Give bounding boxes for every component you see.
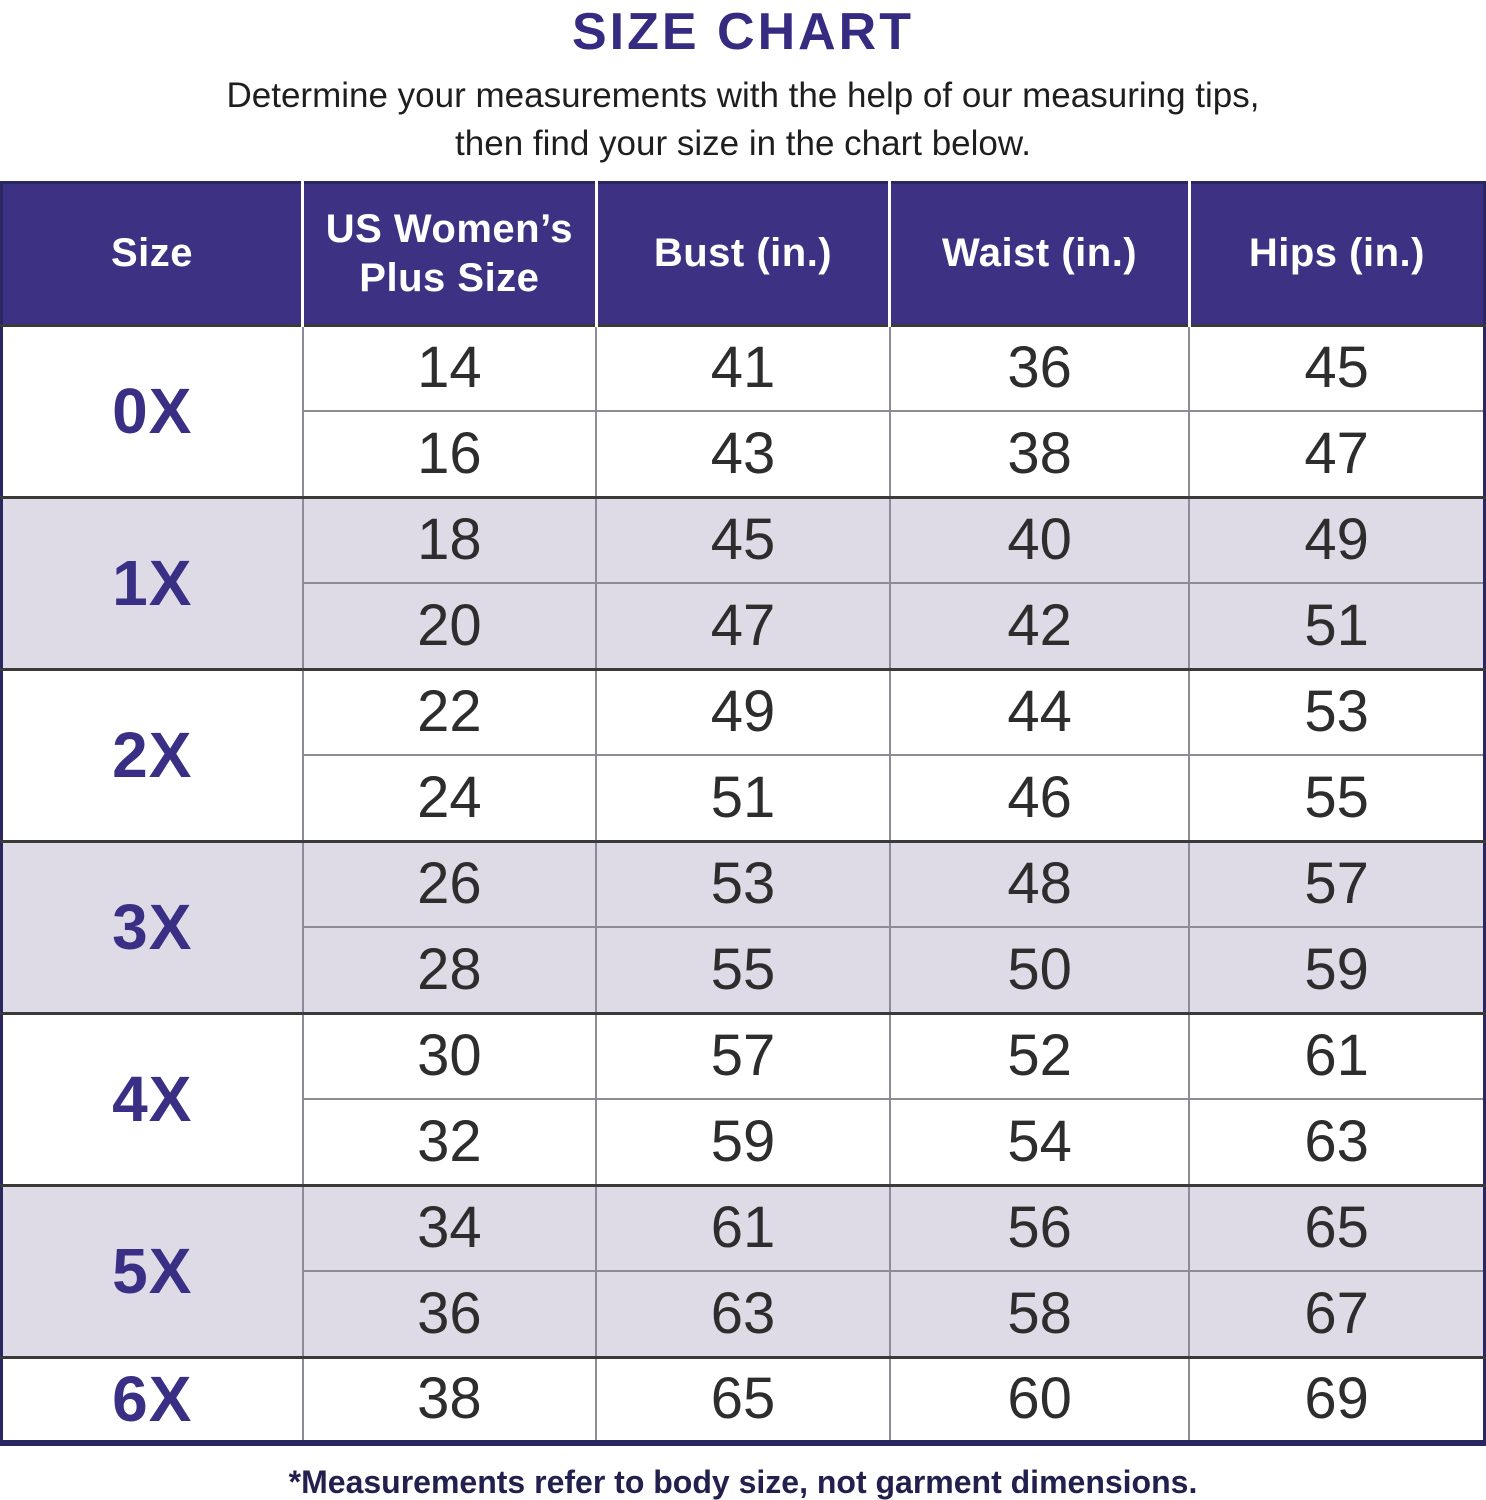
cell-waist: 48 bbox=[888, 839, 1190, 928]
cell-bust: 57 bbox=[595, 1011, 890, 1100]
cell-waist: 56 bbox=[888, 1183, 1190, 1272]
column-header-plus-size: US Women’s Plus Size bbox=[301, 182, 597, 326]
cell-hips: 63 bbox=[1188, 1098, 1485, 1186]
column-header-bust: Bust (in.) bbox=[594, 182, 890, 326]
table-row: 1X 18 45 40 49 bbox=[1, 495, 1485, 670]
cell-waist: 46 bbox=[888, 754, 1190, 842]
table-header-row: Size US Women’s Plus Size Bust (in.) Wai… bbox=[1, 182, 1485, 326]
table-row: 2X 22 49 44 53 bbox=[1, 667, 1485, 842]
size-group-label-0x: 0X bbox=[1, 323, 303, 498]
cell-plus-size: 28 bbox=[301, 926, 597, 1014]
cell-hips: 59 bbox=[1188, 926, 1485, 1014]
table-row: 0X 14 41 36 45 bbox=[1, 323, 1485, 498]
column-header-waist: Waist (in.) bbox=[888, 182, 1190, 326]
subtitle-line-2: then find your size in the chart below. bbox=[455, 124, 1031, 164]
table-row: 3X 26 53 48 57 bbox=[1, 839, 1485, 1014]
cell-waist: 36 bbox=[888, 323, 1190, 412]
cell-hips: 69 bbox=[1188, 1355, 1485, 1444]
cell-bust: 45 bbox=[595, 495, 890, 584]
cell-bust: 41 bbox=[595, 323, 890, 412]
cell-bust: 59 bbox=[595, 1098, 890, 1186]
cell-waist: 50 bbox=[888, 926, 1190, 1014]
cell-plus-size: 36 bbox=[301, 1270, 597, 1358]
cell-plus-size: 22 bbox=[301, 667, 597, 756]
size-chart-table: Size US Women’s Plus Size Bust (in.) Wai… bbox=[0, 180, 1486, 1447]
cell-plus-size: 16 bbox=[301, 410, 597, 498]
size-group-label-3x: 3X bbox=[1, 839, 303, 1014]
cell-plus-size: 38 bbox=[301, 1355, 597, 1444]
page-title: SIZE CHART bbox=[572, 3, 914, 61]
cell-plus-size: 18 bbox=[301, 495, 597, 584]
cell-bust: 55 bbox=[595, 926, 890, 1014]
cell-waist: 42 bbox=[888, 582, 1190, 670]
cell-bust: 43 bbox=[595, 410, 890, 498]
cell-hips: 67 bbox=[1188, 1270, 1485, 1358]
cell-bust: 49 bbox=[595, 667, 890, 756]
cell-hips: 61 bbox=[1188, 1011, 1485, 1100]
cell-plus-size: 34 bbox=[301, 1183, 597, 1272]
cell-waist: 38 bbox=[888, 410, 1190, 498]
cell-hips: 55 bbox=[1188, 754, 1485, 842]
size-group-label-2x: 2X bbox=[1, 667, 303, 842]
cell-plus-size: 32 bbox=[301, 1098, 597, 1186]
cell-hips: 53 bbox=[1188, 667, 1485, 756]
cell-plus-size: 24 bbox=[301, 754, 597, 842]
cell-waist: 60 bbox=[888, 1355, 1190, 1444]
cell-bust: 51 bbox=[595, 754, 890, 842]
cell-waist: 54 bbox=[888, 1098, 1190, 1186]
table-row: 6X 38 65 60 69 bbox=[1, 1355, 1485, 1444]
size-group-label-4x: 4X bbox=[1, 1011, 303, 1186]
cell-hips: 49 bbox=[1188, 495, 1485, 584]
subtitle-line-1: Determine your measurements with the hel… bbox=[226, 76, 1260, 115]
column-header-size: Size bbox=[1, 182, 303, 326]
cell-hips: 65 bbox=[1188, 1183, 1485, 1272]
cell-plus-size: 20 bbox=[301, 582, 597, 670]
cell-plus-size: 26 bbox=[301, 839, 597, 928]
cell-waist: 40 bbox=[888, 495, 1190, 584]
cell-hips: 45 bbox=[1188, 323, 1485, 412]
cell-bust: 63 bbox=[595, 1270, 890, 1358]
table-row: 4X 30 57 52 61 bbox=[1, 1011, 1485, 1186]
cell-plus-size: 14 bbox=[301, 323, 597, 412]
table-row: 5X 34 61 56 65 bbox=[1, 1183, 1485, 1358]
cell-waist: 52 bbox=[888, 1011, 1190, 1100]
table-row: 16 43 38 47 bbox=[1, 410, 1485, 498]
size-group-label-1x: 1X bbox=[1, 495, 303, 670]
cell-waist: 58 bbox=[888, 1270, 1190, 1358]
cell-hips: 51 bbox=[1188, 582, 1485, 670]
page-subtitle: Determine your measurements with the hel… bbox=[0, 72, 1486, 169]
cell-waist: 44 bbox=[888, 667, 1190, 756]
cell-hips: 57 bbox=[1188, 839, 1485, 928]
cell-hips: 47 bbox=[1188, 410, 1485, 498]
cell-bust: 61 bbox=[595, 1183, 890, 1272]
measurements-footnote: *Measurements refer to body size, not ga… bbox=[288, 1464, 1198, 1500]
cell-bust: 53 bbox=[595, 839, 890, 928]
size-group-label-6x: 6X bbox=[1, 1355, 303, 1444]
cell-bust: 47 bbox=[595, 582, 890, 670]
cell-bust: 65 bbox=[595, 1355, 890, 1444]
cell-plus-size: 30 bbox=[301, 1011, 597, 1100]
column-header-hips: Hips (in.) bbox=[1187, 182, 1485, 326]
size-group-label-5x: 5X bbox=[1, 1183, 303, 1358]
